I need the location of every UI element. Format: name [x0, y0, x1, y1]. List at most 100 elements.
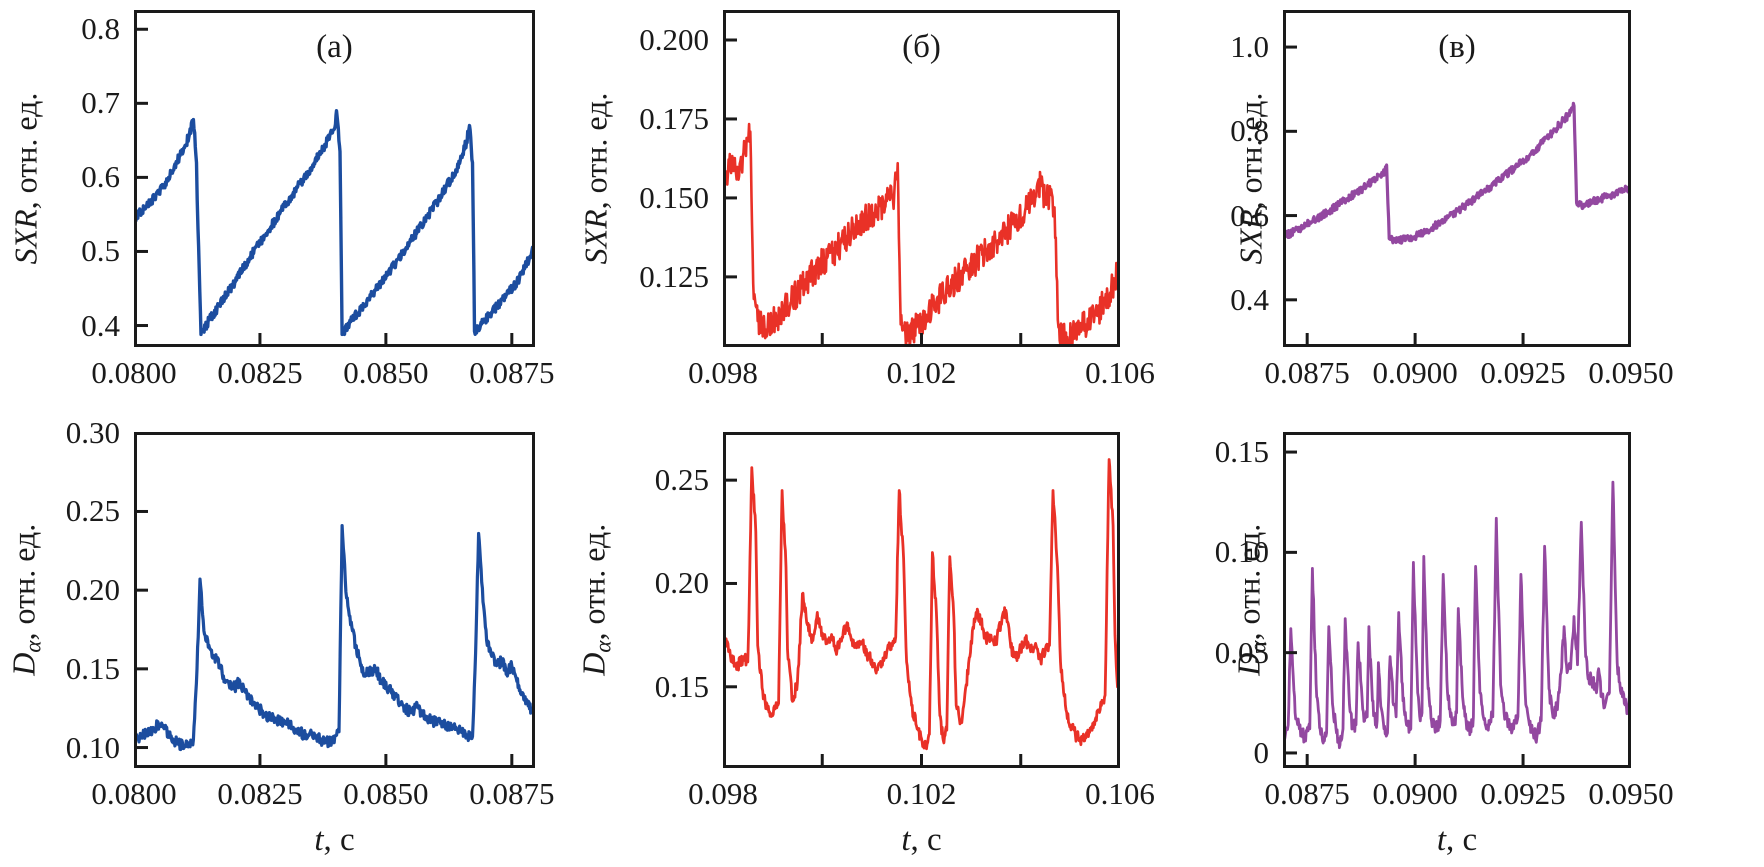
label-part: , с [1446, 822, 1478, 858]
x-tick-label: 0.0875 [1264, 355, 1350, 390]
plot-area-da-v [1283, 432, 1631, 768]
y-tick-label: 0.25 [654, 462, 709, 498]
y-tick-label: 0.15 [1214, 434, 1269, 470]
label-part: , отн. ед. [1230, 524, 1267, 641]
x-tick-label: 0.102 [886, 776, 957, 811]
y-tick-label: 0.20 [654, 565, 709, 601]
x-tick-label: 0.0800 [91, 776, 177, 811]
axes-frame [134, 10, 535, 347]
y-axis-label-sxr-b: SXR, отн. ед. [386, 93, 806, 265]
axes-frame [1283, 432, 1631, 768]
y-tick-label: 0.7 [81, 85, 120, 121]
y-axis-label-text: SXR, отн. ед. [578, 93, 615, 265]
y-tick-label: 0.8 [81, 11, 120, 47]
panel-letter-sxr-b: (б) [902, 29, 941, 65]
x-tick-label: 0.0850 [343, 355, 429, 390]
x-tick-label: 0.0825 [217, 355, 303, 390]
curve-da-v [1283, 480, 1631, 750]
label-part: t [1436, 822, 1446, 858]
label-part: , отн. ед. [7, 92, 44, 210]
plot-area-sxr-v [1283, 10, 1631, 347]
label-part: , отн. ед. [577, 92, 614, 210]
x-tick-label: 0.0875 [469, 355, 555, 390]
label-part: , отн. ед. [575, 524, 612, 641]
axes-frame [723, 10, 1120, 347]
x-tick-label: 0.098 [688, 355, 758, 390]
y-axis-label-text: Dα, отн. ед. [5, 524, 46, 676]
label-part: , с [910, 822, 942, 858]
x-tick-label: 0.0925 [1480, 355, 1566, 390]
curve-da-a [134, 524, 535, 752]
x-axis-label-da-a: t, с [235, 818, 435, 862]
y-tick-label: 0.15 [654, 668, 709, 704]
label-part: , отн. ед. [1232, 92, 1269, 210]
label-part: t [901, 822, 911, 858]
plot-area-sxr-a [134, 10, 535, 347]
y-tick-label: 0.20 [65, 572, 120, 608]
plot-area-da-b [723, 432, 1120, 768]
y-tick-label: 0.4 [81, 307, 120, 343]
y-axis-label-text: Dα, отн. ед. [1230, 524, 1271, 676]
y-tick-label: 0.175 [639, 100, 709, 136]
x-tick-label: 0.0925 [1480, 776, 1566, 811]
y-axis-label-text: SXR, отн. ед. [8, 93, 45, 265]
y-tick-label: 0.6 [81, 159, 120, 195]
label-part: α [589, 640, 616, 653]
x-tick-label: 0.106 [1085, 355, 1155, 390]
x-tick-label: 0.0950 [1588, 355, 1674, 390]
y-tick-label: 0.10 [1214, 534, 1269, 570]
y-axis-label-da-v: Dα, отн. ед. [1041, 524, 1461, 676]
x-tick-label: 0.0875 [1264, 776, 1350, 811]
curve-da-b [723, 458, 1120, 751]
label-part: D [1230, 652, 1267, 676]
panel-letter-sxr-v: (в) [1438, 29, 1476, 65]
x-tick-label: 0.0900 [1372, 776, 1458, 811]
label-part: α [19, 640, 46, 653]
label-part: t [314, 822, 324, 858]
label-part: , с [323, 822, 355, 858]
y-axis-label-text: SXR, отн. ед. [1233, 93, 1270, 265]
x-tick-label: 0.0900 [1372, 355, 1458, 390]
label-part: D [575, 652, 612, 676]
x-tick-label: 0.0800 [91, 355, 177, 390]
label-part: SXR [1232, 209, 1269, 265]
plot-area-sxr-b [723, 10, 1120, 347]
x-tick-label: 0.0950 [1588, 776, 1674, 811]
x-tick-label: 0.102 [886, 355, 957, 390]
y-tick-label: 0.200 [639, 22, 709, 57]
y-tick-label: 0.8 [1230, 113, 1269, 149]
y-axis-label-da-a: Dα, отн. ед. [0, 524, 236, 676]
y-tick-label: 0.4 [1230, 281, 1269, 317]
axes-frame [723, 432, 1120, 768]
curve-sxr-v [1283, 101, 1631, 245]
y-axis-label-sxr-v: SXR, отн. ед. [1041, 93, 1461, 265]
x-tick-label: 0.106 [1085, 776, 1155, 811]
x-axis-label-da-b: t, с [822, 818, 1022, 862]
curve-sxr-a [134, 109, 535, 337]
y-tick-label: 0.30 [65, 414, 120, 450]
x-tick-label: 0.0850 [343, 776, 429, 811]
y-tick-label: 0.15 [65, 650, 120, 686]
y-axis-label-da-b: Dα, отн. ед. [386, 524, 806, 676]
x-tick-label: 0.0875 [469, 776, 555, 811]
label-part: α [1244, 640, 1271, 653]
y-tick-label: 0.150 [639, 179, 709, 215]
y-tick-label: 0.5 [81, 233, 120, 269]
label-part: D [5, 652, 42, 676]
label-part: SXR [577, 209, 614, 265]
curve-sxr-b [723, 122, 1120, 347]
y-axis-label-sxr-a: SXR, отн. ед. [0, 93, 236, 265]
y-tick-label: 0.125 [639, 258, 709, 294]
plot-area-da-a [134, 432, 535, 768]
label-part: , отн. ед. [5, 524, 42, 641]
y-tick-label: 0.10 [65, 729, 120, 765]
x-tick-label: 0.0825 [217, 776, 303, 811]
label-part: SXR [7, 209, 44, 265]
y-tick-label: 0.6 [1230, 197, 1269, 233]
y-tick-label: 0 [1253, 734, 1270, 770]
panel-letter-sxr-a: (а) [316, 29, 353, 65]
y-tick-label: 0.25 [65, 493, 120, 529]
x-axis-label-da-v: t, с [1357, 818, 1557, 862]
axes-frame [134, 432, 535, 768]
